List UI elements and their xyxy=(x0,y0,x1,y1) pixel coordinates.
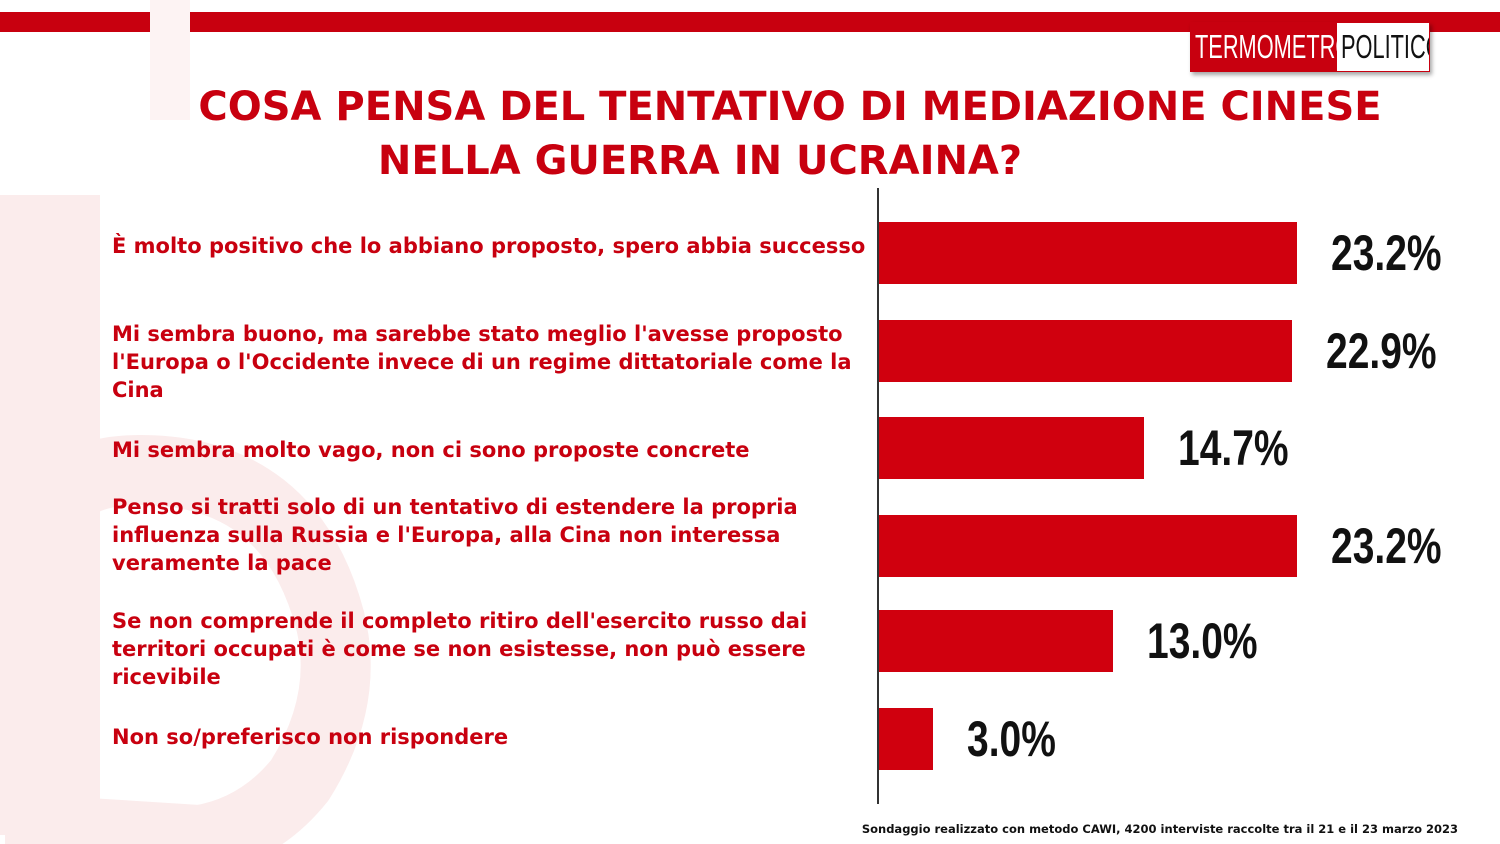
bar-value-label: 23.2% xyxy=(1331,225,1442,281)
bar xyxy=(879,610,1114,672)
bar-value-label: 22.9% xyxy=(1325,323,1437,379)
chart-axis-line xyxy=(877,188,879,804)
category-label: Mi sembra molto vago, non ci sono propos… xyxy=(112,438,750,462)
survey-footnote: Sondaggio realizzato con metodo CAWI, 42… xyxy=(861,822,1458,836)
bar xyxy=(879,708,934,770)
chart-title-line-2: NELLA GUERRA IN UCRAINA? xyxy=(377,138,1023,184)
top-accent-bar xyxy=(0,12,1500,32)
bar-value-label: 23.2% xyxy=(1331,518,1442,574)
bar xyxy=(879,515,1297,577)
bar-value-label: 3.0% xyxy=(967,711,1056,767)
bar xyxy=(879,222,1297,284)
category-label: È molto positivo che lo abbiano proposto… xyxy=(112,234,866,258)
category-label: Mi sembra buono, ma sarebbe stato meglio… xyxy=(112,322,852,402)
brand-logo: TERMOMETRO POLITICO xyxy=(1190,22,1430,72)
bar xyxy=(879,320,1292,382)
bar-value-label: 13.0% xyxy=(1147,613,1258,669)
logo-text-termometro: TERMOMETRO xyxy=(1195,28,1353,65)
chart-title-line-1: COSA PENSA DEL TENTATIVO DI MEDIAZIONE C… xyxy=(198,84,1382,130)
category-label: Penso si tratti solo di un tentativo di … xyxy=(112,495,798,575)
category-label: Se non comprende il completo ritiro dell… xyxy=(112,609,808,689)
background-watermark-shape xyxy=(0,0,371,844)
bar xyxy=(879,417,1144,479)
logo-text-politico: POLITICO xyxy=(1341,28,1429,65)
bar-value-label: 14.7% xyxy=(1177,420,1289,476)
chart-title: COSA PENSA DEL TENTATIVO DI MEDIAZIONE C… xyxy=(150,80,1430,188)
category-label: Non so/preferisco non rispondere xyxy=(112,725,509,749)
logo-red-block xyxy=(1191,23,1337,71)
